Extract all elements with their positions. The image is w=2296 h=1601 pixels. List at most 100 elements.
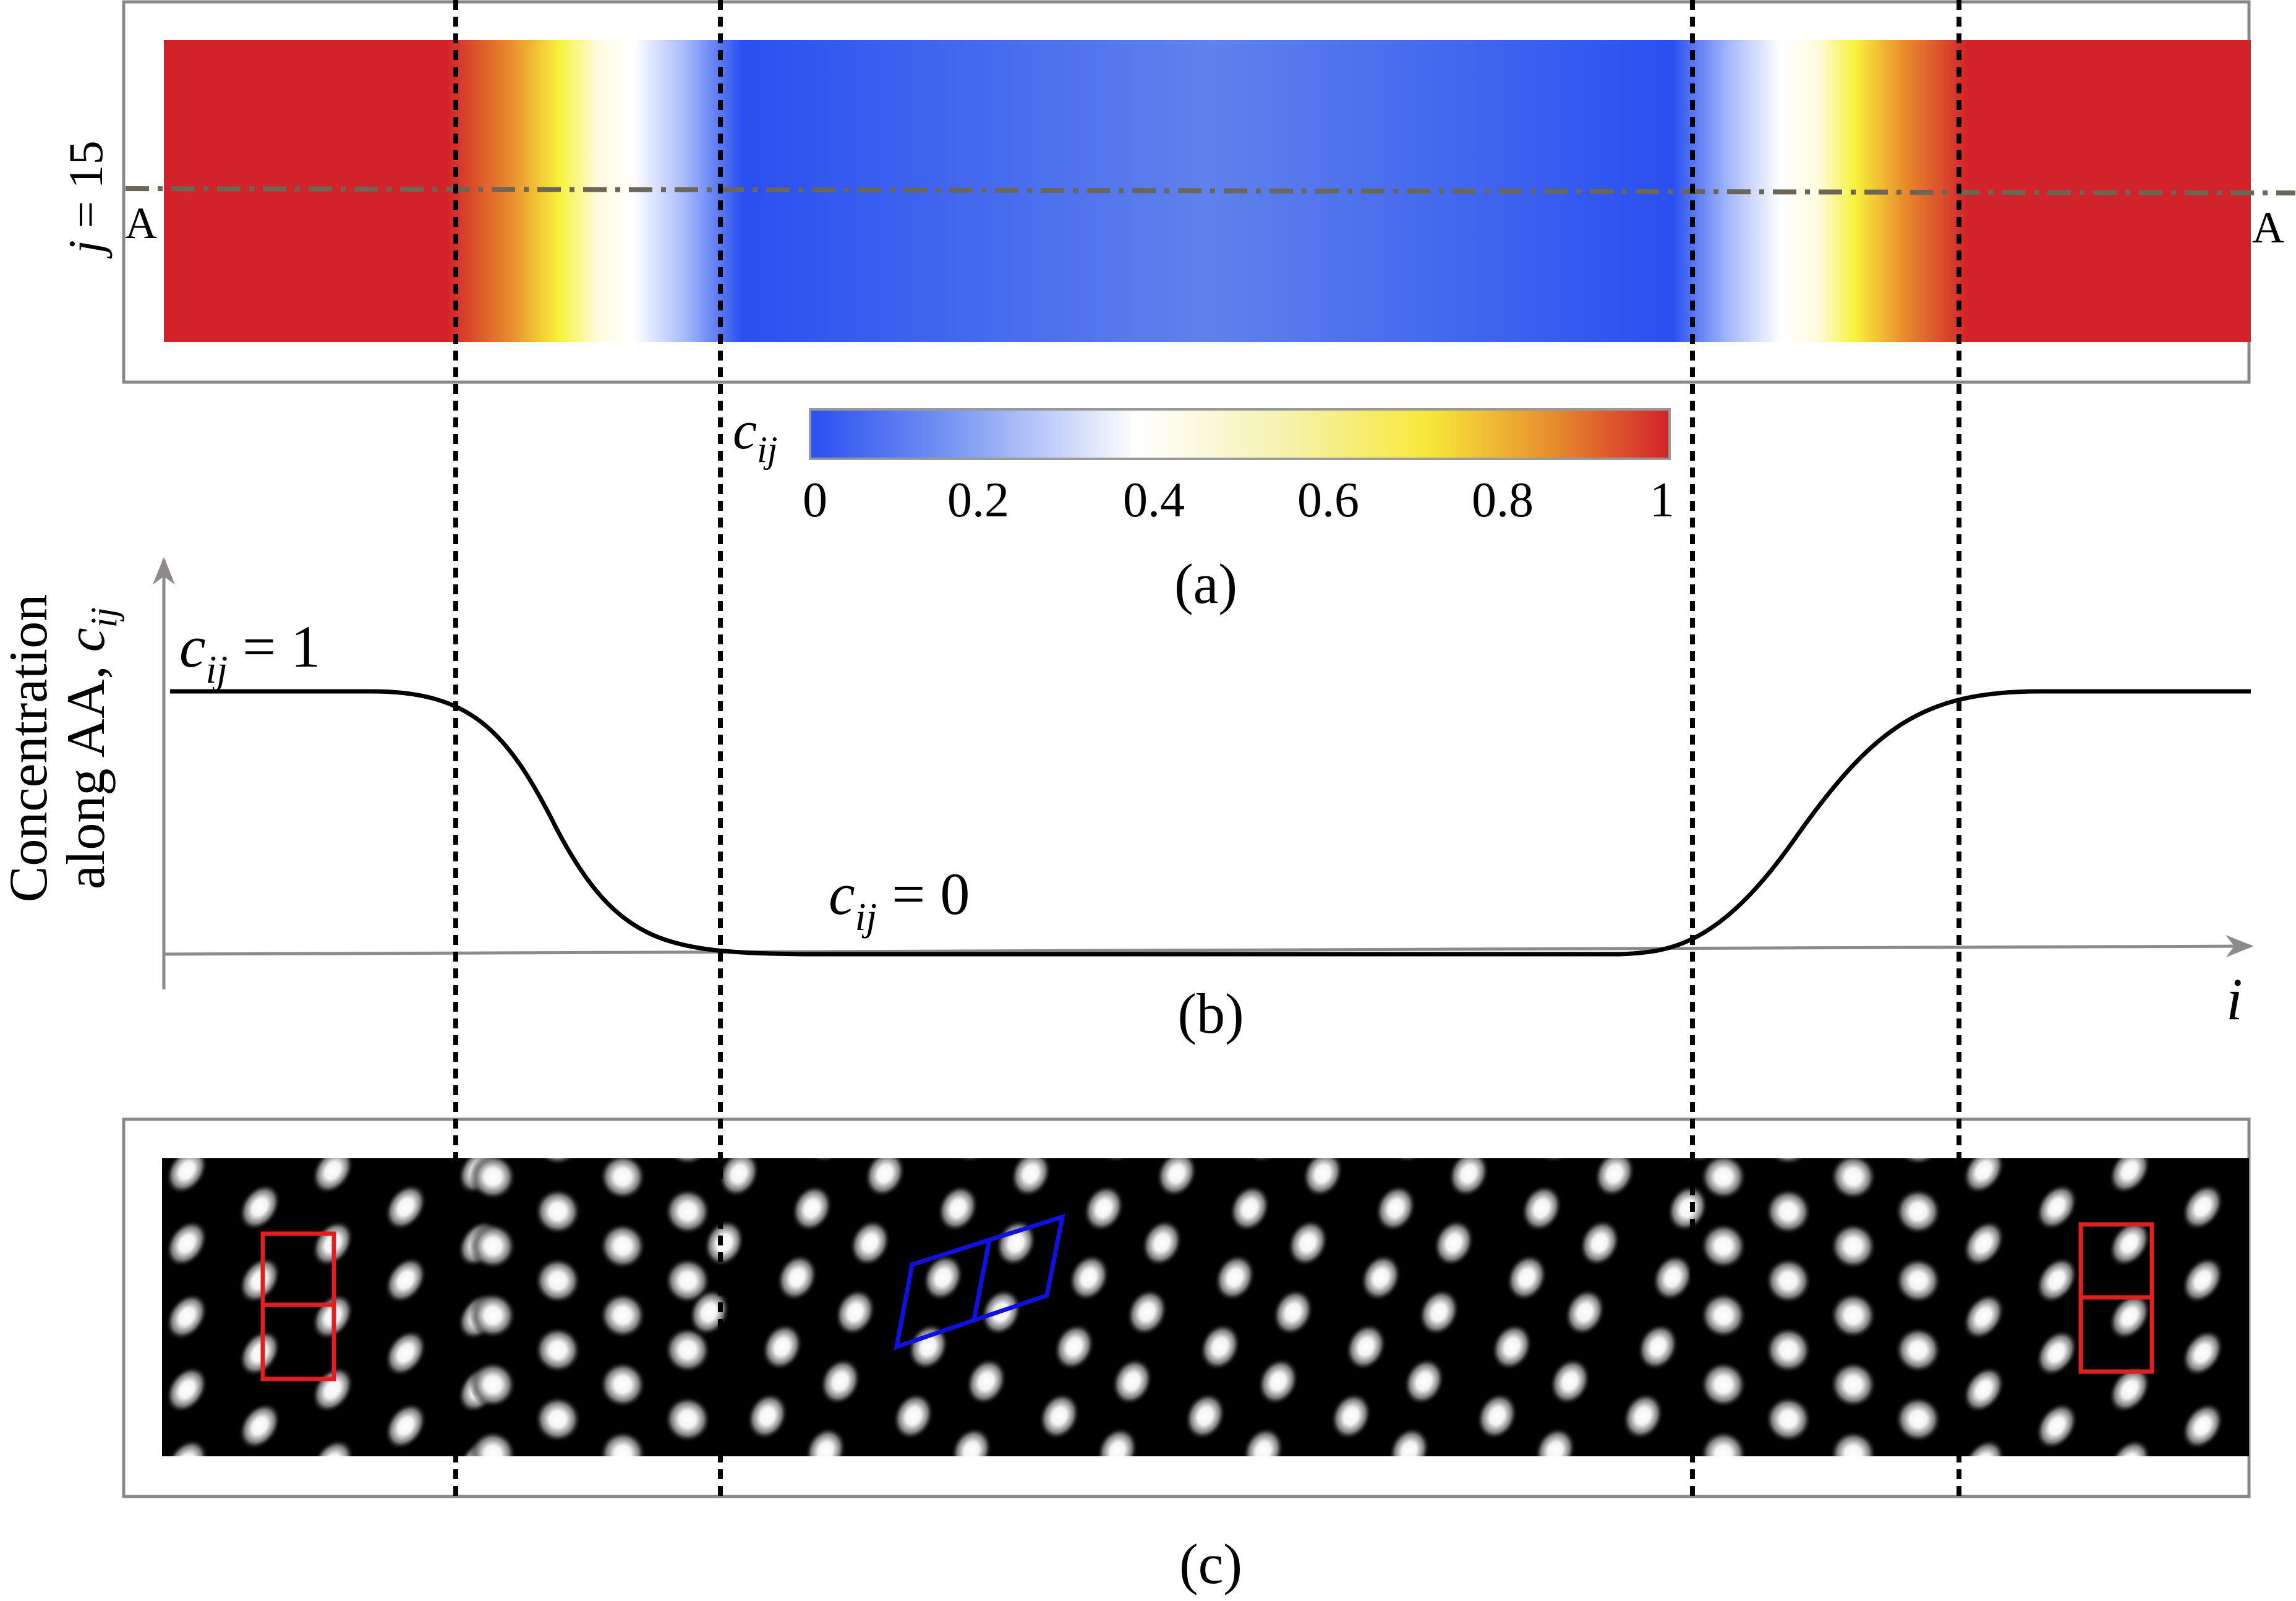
atom-spot (2035, 1183, 2078, 1231)
atom-spot (1895, 1188, 1942, 1235)
atom-spot (165, 1438, 208, 1456)
atom-spot (469, 1430, 516, 1456)
atom-spot (1375, 1184, 1417, 1232)
atom-spot (1141, 1219, 1183, 1267)
atom-spot (540, 1158, 575, 1166)
atom-spot (703, 1219, 745, 1267)
x-axis (163, 935, 2254, 958)
atom-spot (1214, 1253, 1256, 1302)
atom-spot (928, 1489, 985, 1551)
atom-spot (599, 1361, 646, 1408)
unit-cell-center (894, 1213, 1065, 1351)
atom-spot (165, 1158, 208, 1195)
atom-spot (834, 1288, 876, 1336)
atom-spot (1895, 1326, 1942, 1373)
boundary-guides (453, 0, 1961, 1503)
atom-spot (1700, 1430, 1747, 1456)
atom-spot (2035, 1402, 2078, 1450)
label-c-equals-1: cij = 1 (179, 613, 320, 691)
atom-spot (534, 1534, 581, 1581)
atom-spot (1830, 1361, 1877, 1408)
atom-spot (1830, 1223, 1877, 1270)
atom-spot (384, 1402, 427, 1450)
atom-spot (1771, 1158, 1806, 1166)
atom-spot (1830, 1158, 1877, 1200)
atom-spot (156, 1503, 216, 1567)
atom-spot (302, 1503, 362, 1567)
atom-spot (1901, 1158, 1935, 1166)
atom-spot (709, 1524, 766, 1586)
section-label-right: A (2252, 203, 2284, 252)
panel-b-caption: (b) (1177, 982, 1244, 1045)
atom-spot (922, 1253, 964, 1302)
atom-spot (761, 1323, 803, 1371)
atom-spot (864, 1158, 906, 1198)
atom-spot (1330, 1392, 1372, 1440)
atom-spot (1765, 1396, 1812, 1443)
atom-spot (1229, 1184, 1271, 1232)
atom-spot (1068, 1253, 1110, 1302)
panel-c-caption: (c) (1179, 1532, 1242, 1595)
atom-spot (469, 1223, 516, 1270)
atom-spot (664, 1326, 711, 1373)
atom-spot (1962, 1158, 2005, 1195)
colorbar-ticks: 0 0.2 0.4 0.6 0.8 1 (803, 473, 1675, 527)
atom-spot (2026, 1540, 2086, 1601)
atomic-lattice (156, 1158, 2232, 1601)
atom-spot (1302, 1158, 1344, 1198)
atom-spot (384, 1183, 427, 1231)
atom-spot (1765, 1534, 1812, 1581)
atom-spot (1010, 1158, 1052, 1198)
atom-spot (599, 1223, 646, 1270)
atom-spot (1962, 1292, 2005, 1341)
atom-spot (1895, 1534, 1942, 1581)
atom-spot (1700, 1158, 1747, 1200)
atom-spot (375, 1540, 435, 1601)
atom-spot (1830, 1500, 1877, 1547)
colorbar-gradient (809, 408, 1671, 460)
row-index-label: j = 15 (59, 140, 113, 259)
atom-spot (855, 1524, 912, 1586)
atom-spot (2108, 1365, 2151, 1414)
atom-spot (238, 1402, 281, 1450)
atom-spot (1126, 1288, 1168, 1336)
atom-spot (2181, 1402, 2224, 1450)
atom-spot (534, 1188, 581, 1235)
unit-cell-right (2078, 1222, 2154, 1374)
atom-spot (1667, 1184, 1709, 1232)
atom-spot (1272, 1288, 1314, 1336)
atom-spot (804, 1427, 847, 1456)
atom-spot (664, 1188, 711, 1235)
atom-spot (2108, 1438, 2151, 1456)
atom-spot (1360, 1253, 1402, 1302)
atom-spot (1700, 1500, 1747, 1547)
atom-spot (1953, 1503, 2013, 1567)
panel-b: cij = 1 cij = 0 Concentration along AA, … (0, 557, 2254, 1045)
atom-spot (1156, 1158, 1198, 1198)
atom-spot (1242, 1427, 1284, 1456)
atom-spot (469, 1292, 516, 1339)
atom-spot (1439, 1524, 1496, 1586)
atom-spot (950, 1427, 992, 1456)
atom-spot (165, 1292, 208, 1341)
atom-spot (469, 1500, 516, 1547)
atom-spot (2108, 1219, 2151, 1268)
atom-spot (1700, 1223, 1747, 1270)
atom-spot (1448, 1158, 1490, 1198)
atom-spot (1579, 1219, 1621, 1267)
unit-cell-left-bottom (260, 1302, 336, 1381)
atom-spot (2172, 1540, 2232, 1601)
atom-spot (782, 1489, 839, 1551)
atom-spot (1287, 1219, 1329, 1267)
atom-spot (238, 1329, 281, 1377)
atom-spot (1622, 1392, 1664, 1440)
unit-cell-right-bottom (2078, 1295, 2154, 1374)
atom-spot (1895, 1396, 1942, 1443)
atom-spot (1293, 1524, 1350, 1586)
atom-spot (670, 1158, 705, 1166)
atom-spot (1366, 1489, 1423, 1551)
atom-spot (1038, 1392, 1080, 1440)
atom-spot (1652, 1253, 1694, 1302)
atom-spot (1521, 1184, 1563, 1232)
